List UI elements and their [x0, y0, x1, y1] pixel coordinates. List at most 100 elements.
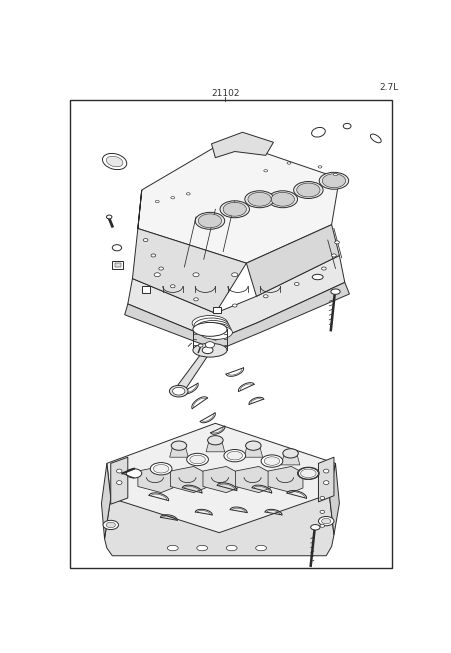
- Ellipse shape: [151, 254, 155, 257]
- Ellipse shape: [310, 524, 319, 530]
- Polygon shape: [106, 423, 335, 533]
- Polygon shape: [138, 466, 172, 492]
- Ellipse shape: [198, 344, 202, 347]
- Ellipse shape: [296, 183, 319, 197]
- Ellipse shape: [193, 343, 226, 357]
- Text: 21102: 21102: [211, 89, 239, 98]
- Ellipse shape: [150, 462, 171, 475]
- Ellipse shape: [319, 496, 324, 500]
- Ellipse shape: [169, 385, 188, 397]
- Ellipse shape: [158, 267, 163, 270]
- Ellipse shape: [248, 193, 271, 206]
- Ellipse shape: [116, 481, 122, 485]
- Polygon shape: [206, 440, 224, 452]
- Ellipse shape: [263, 295, 267, 298]
- Ellipse shape: [263, 170, 267, 172]
- Ellipse shape: [333, 174, 337, 176]
- Polygon shape: [244, 445, 262, 457]
- Ellipse shape: [293, 182, 322, 199]
- Ellipse shape: [318, 172, 348, 189]
- Ellipse shape: [323, 469, 328, 473]
- Ellipse shape: [193, 273, 198, 277]
- Polygon shape: [281, 453, 299, 465]
- Ellipse shape: [199, 326, 232, 340]
- Ellipse shape: [312, 274, 322, 279]
- Ellipse shape: [300, 469, 315, 477]
- Ellipse shape: [103, 520, 118, 530]
- Ellipse shape: [286, 162, 290, 164]
- Polygon shape: [138, 140, 339, 263]
- Ellipse shape: [245, 441, 261, 451]
- Text: 2.7L: 2.7L: [378, 83, 397, 92]
- Ellipse shape: [126, 469, 142, 478]
- Ellipse shape: [106, 522, 115, 528]
- Ellipse shape: [282, 449, 298, 458]
- Ellipse shape: [220, 200, 249, 217]
- Ellipse shape: [154, 273, 160, 277]
- FancyBboxPatch shape: [115, 263, 120, 267]
- Ellipse shape: [172, 387, 184, 395]
- Ellipse shape: [226, 451, 242, 460]
- Ellipse shape: [267, 191, 297, 208]
- Ellipse shape: [323, 481, 328, 485]
- Ellipse shape: [319, 524, 324, 527]
- Ellipse shape: [198, 323, 231, 337]
- Ellipse shape: [226, 545, 237, 550]
- Polygon shape: [104, 494, 333, 556]
- Polygon shape: [173, 350, 211, 391]
- Ellipse shape: [321, 267, 326, 270]
- Ellipse shape: [202, 347, 212, 354]
- Ellipse shape: [232, 304, 237, 307]
- Polygon shape: [124, 282, 349, 350]
- Ellipse shape: [153, 464, 169, 473]
- Ellipse shape: [195, 212, 224, 229]
- Ellipse shape: [298, 468, 318, 479]
- Ellipse shape: [322, 174, 345, 187]
- Ellipse shape: [321, 518, 330, 524]
- Ellipse shape: [171, 441, 186, 451]
- Ellipse shape: [170, 285, 175, 288]
- Ellipse shape: [318, 517, 333, 526]
- Ellipse shape: [297, 467, 318, 479]
- Polygon shape: [329, 464, 339, 535]
- Polygon shape: [128, 255, 344, 340]
- Ellipse shape: [167, 545, 178, 550]
- Ellipse shape: [170, 197, 174, 199]
- Ellipse shape: [231, 273, 237, 277]
- Polygon shape: [170, 466, 205, 492]
- FancyBboxPatch shape: [142, 286, 150, 293]
- Ellipse shape: [189, 455, 205, 464]
- Ellipse shape: [192, 315, 227, 331]
- Polygon shape: [318, 457, 333, 502]
- Ellipse shape: [318, 166, 321, 168]
- Ellipse shape: [319, 511, 324, 513]
- FancyBboxPatch shape: [212, 307, 220, 313]
- FancyBboxPatch shape: [112, 261, 123, 268]
- Ellipse shape: [205, 342, 214, 348]
- Ellipse shape: [116, 469, 122, 473]
- Ellipse shape: [255, 545, 266, 550]
- Polygon shape: [110, 457, 128, 504]
- Ellipse shape: [102, 153, 126, 170]
- Polygon shape: [211, 133, 273, 157]
- Polygon shape: [169, 445, 188, 457]
- Ellipse shape: [223, 449, 245, 462]
- Polygon shape: [235, 466, 270, 492]
- Ellipse shape: [112, 245, 121, 251]
- Ellipse shape: [370, 134, 380, 143]
- Ellipse shape: [106, 215, 112, 219]
- Ellipse shape: [334, 241, 339, 244]
- Ellipse shape: [193, 323, 226, 336]
- Ellipse shape: [331, 254, 336, 257]
- Ellipse shape: [261, 455, 282, 467]
- Ellipse shape: [271, 193, 294, 206]
- Ellipse shape: [155, 200, 159, 202]
- Polygon shape: [202, 466, 237, 492]
- Ellipse shape: [294, 282, 299, 285]
- Ellipse shape: [311, 127, 325, 137]
- Ellipse shape: [223, 202, 246, 216]
- Ellipse shape: [207, 436, 223, 445]
- Ellipse shape: [198, 214, 221, 228]
- Ellipse shape: [186, 453, 208, 466]
- Ellipse shape: [342, 123, 350, 129]
